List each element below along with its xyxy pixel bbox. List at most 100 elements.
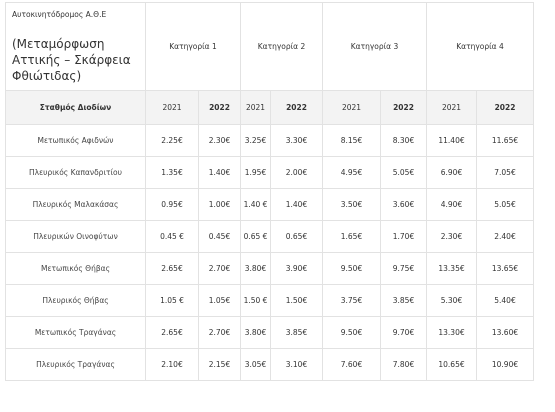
toll-price-cell: 0.95€ [145,188,199,221]
toll-price-cell: 0.65 € [240,220,271,253]
toll-price-cell: 2.10€ [145,348,199,381]
year-2022-header: 2022 [380,90,427,125]
toll-price-cell: 3.05€ [240,348,271,381]
toll-price-cell: 2.15€ [198,348,241,381]
category-3-header: Κατηγορία 3 [322,2,427,91]
category-header-row: Αυτοκινητόδρομος Α.Θ.Ε (Μεταμόρφωση Αττι… [5,2,534,91]
year-2021-header: 2021 [145,90,199,125]
toll-price-cell: 13.35€ [426,252,477,285]
toll-price-cell: 13.60€ [476,316,534,349]
toll-price-cell: 4.90€ [426,188,477,221]
toll-price-cell: 13.30€ [426,316,477,349]
toll-price-cell: 1.40 € [240,188,271,221]
toll-price-cell: 2.00€ [270,156,323,189]
toll-prices-table: Αυτοκινητόδρομος Α.Θ.Ε (Μεταμόρφωση Αττι… [5,2,534,381]
toll-price-cell: 2.30€ [426,220,477,253]
toll-price-cell: 5.05€ [476,188,534,221]
table-row: Πλευρικός Μαλακάσας 0.95€ 1.00€ 1.40 €1.40€… [5,188,534,221]
toll-price-cell: 4.95€ [322,156,381,189]
year-header-row: Σταθμός Διοδίων 2021 2022 2021 2022 2021… [5,90,534,125]
table-row: Πλευρικός Καπανδριτίου 1.35€ 1.40€ 1.95€ 2.0… [5,156,534,189]
toll-price-cell: 2.65€ [145,316,199,349]
toll-price-cell: 2.70€ [198,316,241,349]
category-label: Κατηγορία 4 [456,42,504,51]
toll-price-cell: 9.50€ [322,316,381,349]
toll-price-cell: 2.65€ [145,252,199,285]
toll-price-cell: 7.80€ [380,348,427,381]
toll-price-cell: 13.65€ [476,252,534,285]
toll-price-cell: 1.40€ [198,156,241,189]
route-label: (Μεταμόρφωση Αττικής – Σκάρφεια Φθιώτιδα… [12,36,131,83]
toll-price-cell: 3.85€ [380,284,427,317]
category-label: Κατηγορία 3 [350,42,399,51]
category-label: Κατηγορία 2 [257,42,306,51]
station-name-cell: Πλευρικός Μαλακάσας [5,188,146,221]
station-name-cell: Πλευρικός Τραγάνας [5,348,146,381]
toll-price-cell: 3.75€ [322,284,381,317]
year-2022-header: 2022 [198,90,241,125]
toll-price-cell: 3.85€ [270,316,323,349]
toll-price-cell: 8.30€ [380,124,427,157]
toll-price-cell: 3.90€ [270,252,323,285]
toll-price-cell: 1.40€ [270,188,323,221]
toll-price-cell: 3.30€ [270,124,323,157]
toll-price-cell: 3.60€ [380,188,427,221]
station-column-header: Σταθμός Διοδίων [5,90,146,125]
station-name-cell: Μετωπικός Αφιδνών [5,124,146,157]
toll-price-cell: 9.75€ [380,252,427,285]
year-2022-header: 2022 [270,90,323,125]
toll-price-cell: 2.30€ [198,124,241,157]
toll-table-container: Αυτοκινητόδρομος Α.Θ.Ε (Μεταμόρφωση Αττι… [5,2,534,381]
toll-price-cell: 10.90€ [476,348,534,381]
toll-price-cell: 5.05€ [380,156,427,189]
year-2021-header: 2021 [240,90,271,125]
road-title-cell: Αυτοκινητόδρομος Α.Θ.Ε (Μεταμόρφωση Αττι… [5,2,146,91]
toll-price-cell: 11.65€ [476,124,534,157]
toll-price-cell: 1.35€ [145,156,199,189]
toll-price-cell: 3.50€ [322,188,381,221]
station-name-cell: Πλευρικών Οινοφύτων [5,220,146,253]
table-row: Μετωπικός Τραγάνας 2.65€ 2.70€ 3.80€ 3.85€ 9.… [5,316,534,349]
toll-price-cell: 8.15€ [322,124,381,157]
table-row: Μετωπικός Θήβας 2.65€ 2.70€ 3.80€ 3.90€ 9.50€… [5,252,534,285]
toll-price-cell: 2.25€ [145,124,199,157]
toll-price-cell: 6.90€ [426,156,477,189]
year-2022-header: 2022 [476,90,534,125]
toll-price-cell: 3.10€ [270,348,323,381]
station-name-cell: Μετωπικός Θήβας [5,252,146,285]
toll-price-cell: 9.70€ [380,316,427,349]
table-row: Μετωπικός Αφιδνών 2.25€ 2.30€ 3.25€ 3.30€ 8.1… [5,124,534,157]
toll-price-cell: 1.70€ [380,220,427,253]
toll-price-cell: 1.95€ [240,156,271,189]
category-2-header: Κατηγορία 2 [240,2,323,91]
toll-price-cell: 3.80€ [240,252,271,285]
toll-price-cell: 5.40€ [476,284,534,317]
year-2021-header: 2021 [426,90,477,125]
toll-price-cell: 1.50€ [270,284,323,317]
category-4-header: Κατηγορία 4 [426,2,534,91]
toll-price-cell: 3.80€ [240,316,271,349]
table-row: Πλευρικός Θήβας 1.05 €1.05€ 1.50 €1.50€ 3.7… [5,284,534,317]
toll-price-cell: 1.65€ [322,220,381,253]
toll-price-cell: 0.45 € [145,220,199,253]
category-1-header: Κατηγορία 1 [145,2,241,91]
toll-price-cell: 10.65€ [426,348,477,381]
toll-price-cell: 5.30€ [426,284,477,317]
toll-price-cell: 1.00€ [198,188,241,221]
table-row: Πλευρικών Οινοφύτων 0.45 €0.45€ 0.65 €0.65… [5,220,534,253]
table-row: Πλευρικός Τραγάνας 2.10€ 2.15€ 3.05€ 3.10€ 7.… [5,348,534,381]
toll-price-cell: 0.45€ [198,220,241,253]
station-name-cell: Πλευρικός Θήβας [5,284,146,317]
toll-price-cell: 11.40€ [426,124,477,157]
toll-price-cell: 9.50€ [322,252,381,285]
toll-price-cell: 0.65€ [270,220,323,253]
category-label: Κατηγορία 1 [169,42,217,51]
toll-price-cell: 2.40€ [476,220,534,253]
toll-price-cell: 3.25€ [240,124,271,157]
toll-price-cell: 1.50 € [240,284,271,317]
toll-price-cell: 1.05 € [145,284,199,317]
year-2021-header: 2021 [322,90,381,125]
toll-price-cell: 1.05€ [198,284,241,317]
toll-price-cell: 7.05€ [476,156,534,189]
station-name-cell: Πλευρικός Καπανδριτίου [5,156,146,189]
